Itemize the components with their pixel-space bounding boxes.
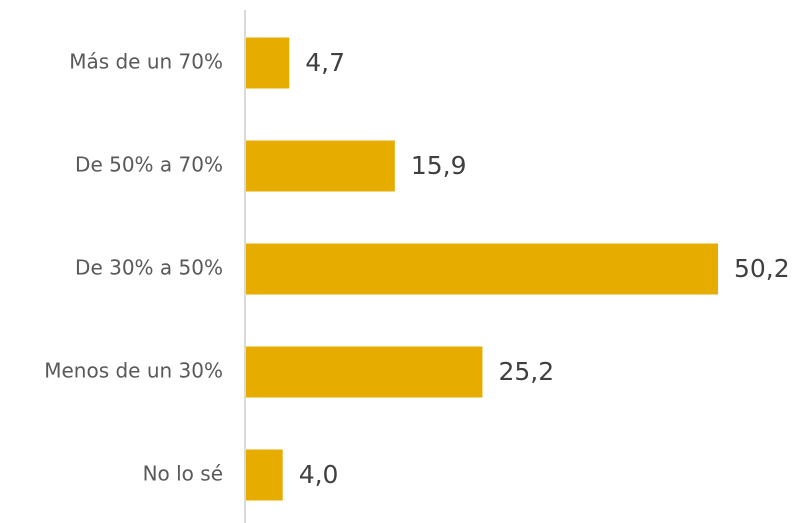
bar-2 xyxy=(245,243,718,295)
bar-4 xyxy=(245,449,283,501)
value-label-1: 15,9 xyxy=(411,151,467,180)
value-label-0: 4,7 xyxy=(305,48,345,77)
bar-3 xyxy=(245,346,483,398)
category-label-2: De 30% a 50% xyxy=(75,256,223,280)
value-labels: 4,7 15,9 50,2 25,2 4,0 xyxy=(299,48,790,489)
bar-0 xyxy=(245,37,290,89)
category-label-0: Más de un 70% xyxy=(69,50,223,74)
value-label-2: 50,2 xyxy=(734,254,790,283)
category-label-4: No lo sé xyxy=(143,462,223,486)
bar-1 xyxy=(245,140,395,192)
category-label-3: Menos de un 30% xyxy=(44,359,223,383)
value-label-4: 4,0 xyxy=(299,460,339,489)
category-labels: Más de un 70% De 50% a 70% De 30% a 50% Men… xyxy=(44,50,223,486)
bars-group xyxy=(245,37,718,501)
value-label-3: 25,2 xyxy=(498,357,554,386)
category-label-1: De 50% a 70% xyxy=(75,153,223,177)
